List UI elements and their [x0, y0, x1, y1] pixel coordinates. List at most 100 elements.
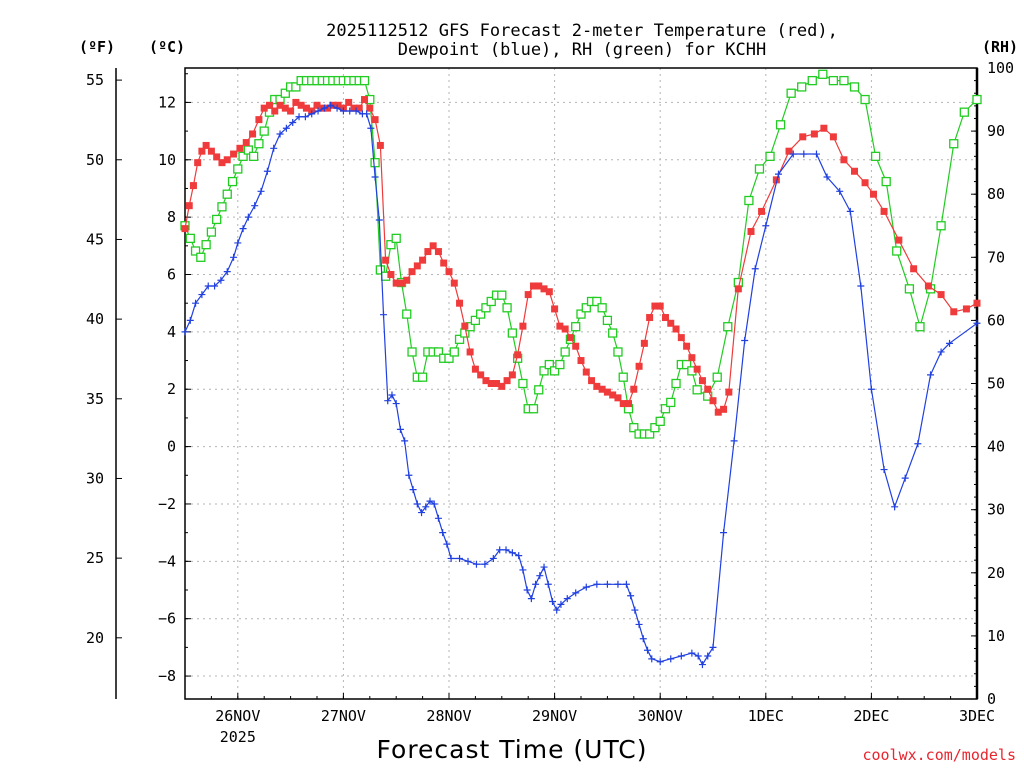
temperature-point [747, 227, 755, 235]
temperature-point [551, 305, 559, 313]
rh-point [217, 202, 227, 212]
rh-point [786, 88, 796, 98]
dewpoint-point [867, 385, 875, 393]
temperature-point [840, 156, 848, 164]
x-tick-label: 30NOV [638, 707, 683, 725]
rh-point [391, 233, 401, 244]
x-tick-label: 1DEC [748, 707, 784, 725]
fahrenheit-axis-unit: (ºF) [79, 38, 115, 56]
celsius-tick-label: 0 [167, 438, 176, 456]
rh-point [254, 139, 264, 149]
rh-point [712, 372, 722, 382]
rh-tick-label: 60 [987, 311, 1005, 329]
temperature-point [880, 207, 888, 215]
dewpoint-point [217, 276, 225, 284]
temperature-point [693, 365, 701, 373]
rh-point [959, 107, 969, 117]
dewpoint-point [694, 652, 702, 660]
fahrenheit-tick-label: 50 [86, 151, 104, 169]
rh-tick-label: 70 [987, 248, 1005, 266]
dewpoint-point [405, 471, 413, 479]
temperature-point [419, 256, 427, 264]
temperature-point [387, 271, 395, 279]
dewpoint-point [698, 661, 706, 669]
temperature-point [799, 133, 807, 141]
dewpoint-point [973, 319, 981, 327]
rh-point [407, 347, 417, 357]
dewpoint-point [730, 437, 738, 445]
temperature-point [772, 176, 780, 184]
dewpoint-point [536, 572, 544, 580]
temperature-point [630, 385, 638, 393]
dewpoint-point [339, 107, 347, 115]
rh-point [555, 359, 565, 370]
temperature-point [540, 285, 548, 293]
credit-text: coolwx.com/models [862, 746, 1016, 764]
rh-point [359, 75, 370, 86]
data-series [180, 69, 982, 669]
rh-point [860, 94, 870, 105]
rh-point [497, 290, 507, 300]
temperature-point [851, 167, 859, 175]
temperature-point [450, 279, 458, 287]
temperature-point [194, 159, 202, 167]
temperature-point [471, 365, 479, 373]
rh-point [839, 75, 849, 86]
temperature-point [709, 397, 717, 405]
dewpoint-point [464, 557, 472, 565]
dewpoint-point [548, 597, 556, 605]
temperature-point [456, 299, 464, 307]
temperature-point [640, 339, 648, 347]
rh-point [733, 277, 743, 288]
rh-point [571, 322, 581, 332]
dewpoint-point [375, 216, 383, 224]
rh-point [518, 378, 528, 389]
dewpoint-point [540, 563, 548, 571]
temperature-point [582, 368, 590, 376]
dewpoint-point [789, 150, 797, 158]
dewpoint-point [532, 580, 540, 588]
dewpoint-point [456, 554, 464, 562]
rh-point [576, 309, 586, 319]
dewpoint-point [409, 486, 417, 494]
series-plus [181, 101, 981, 669]
temperature-point [609, 391, 617, 399]
rh-point [723, 322, 733, 332]
rh-point [581, 303, 591, 313]
temperature-point [313, 101, 321, 109]
temperature-point [487, 380, 495, 387]
dewpoint-point [327, 101, 335, 109]
rh-point [949, 139, 959, 149]
x-axis-title: Forecast Time (UTC) [377, 735, 648, 764]
plot-frame [184, 67, 978, 700]
temperature-point [334, 101, 342, 109]
temperature-point [561, 325, 569, 333]
temperature-point [503, 377, 511, 385]
fahrenheit-tick-label: 45 [86, 230, 104, 248]
celsius-tick-label: 10 [158, 151, 176, 169]
dewpoint-point [276, 130, 284, 138]
rh-point [681, 359, 692, 370]
temperature-point [361, 96, 369, 104]
rh-point [481, 303, 491, 313]
temperature-point [714, 408, 722, 416]
dewpoint-point [823, 173, 831, 181]
rh-point [454, 334, 465, 344]
temperature-point [667, 319, 675, 327]
rh-point [375, 265, 386, 275]
temperature-point [466, 348, 474, 356]
temperature-point [524, 291, 532, 299]
dewpoint-point [631, 606, 639, 614]
dewpoint-point [257, 187, 265, 195]
temperature-point [950, 308, 958, 316]
rh-point [417, 372, 428, 382]
temperature-point [408, 268, 416, 276]
x-tick-label: 3DEC [959, 707, 995, 725]
dewpoint-point [384, 397, 392, 405]
rh-point [972, 94, 982, 105]
temperature-point [734, 285, 742, 293]
x-tick-label: 27NOV [321, 707, 366, 725]
dewpoint-point [263, 167, 271, 175]
dewpoint-point [502, 546, 510, 554]
